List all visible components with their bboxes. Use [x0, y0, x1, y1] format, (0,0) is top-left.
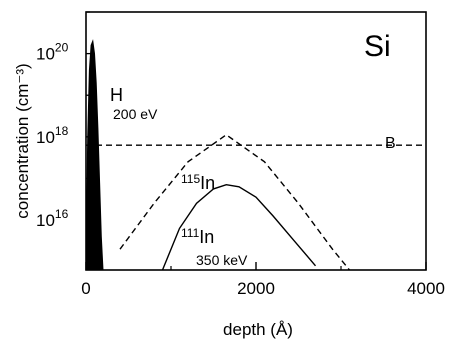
- y-tick-label: 1016: [36, 207, 69, 230]
- in115-series-label: 115In: [181, 172, 215, 193]
- h-energy-label: 200 eV: [113, 106, 158, 122]
- axis-ticks: 0 2000 4000 1020 1018 1016: [36, 11, 445, 298]
- in115-symbol: In: [200, 173, 215, 193]
- in115-mass: 115: [181, 172, 200, 186]
- y-axis-title: concentration (cm⁻³): [13, 63, 32, 218]
- panel-label: Si: [364, 30, 391, 63]
- x-tick-label: 4000: [407, 279, 445, 298]
- x-axis-title: depth (Å): [223, 320, 293, 339]
- x-tick-label: 0: [81, 279, 90, 298]
- y-tick-label: 1020: [36, 41, 69, 64]
- y-tick-label: 1018: [36, 124, 69, 147]
- x-tick-label: 2000: [237, 279, 275, 298]
- series-in111-line: [161, 183, 317, 271]
- in111-energy-label: 350 keV: [196, 252, 248, 268]
- in111-series-label: 111In: [181, 226, 214, 247]
- series-h-area: [85, 39, 104, 271]
- y-axis-title-text: concentration (cm⁻³): [13, 63, 32, 218]
- chart-marks: [85, 39, 426, 271]
- in111-symbol: In: [199, 227, 214, 247]
- in111-mass: 111: [181, 226, 200, 240]
- h-series-label: H: [110, 85, 123, 105]
- series-in115-line: [119, 133, 351, 271]
- b-series-label: B: [385, 135, 396, 152]
